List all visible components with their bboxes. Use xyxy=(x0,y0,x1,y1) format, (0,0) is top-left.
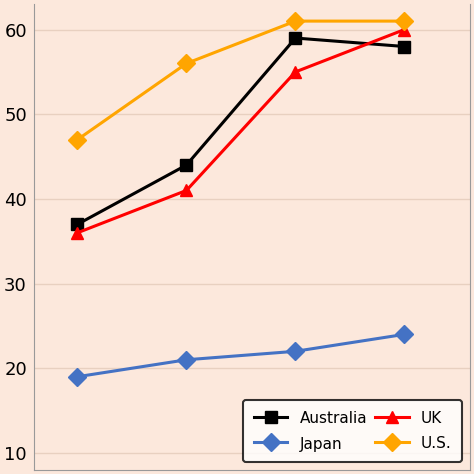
Australia xyxy=(183,162,189,168)
Japan xyxy=(74,374,80,380)
U.S. xyxy=(401,18,407,24)
Line: UK: UK xyxy=(71,23,410,239)
U.S. xyxy=(74,137,80,143)
UK xyxy=(183,188,189,193)
UK xyxy=(401,27,407,32)
U.S. xyxy=(292,18,298,24)
Japan xyxy=(401,331,407,337)
U.S. xyxy=(183,61,189,66)
Japan xyxy=(292,348,298,354)
UK xyxy=(292,69,298,75)
Line: U.S.: U.S. xyxy=(71,15,410,146)
UK xyxy=(74,230,80,236)
Australia xyxy=(74,221,80,227)
Line: Japan: Japan xyxy=(71,328,410,383)
Japan xyxy=(183,357,189,363)
Australia xyxy=(292,35,298,41)
Line: Australia: Australia xyxy=(71,32,410,230)
Australia xyxy=(401,44,407,49)
Legend: Australia, Japan, UK, U.S.: Australia, Japan, UK, U.S. xyxy=(243,400,462,462)
